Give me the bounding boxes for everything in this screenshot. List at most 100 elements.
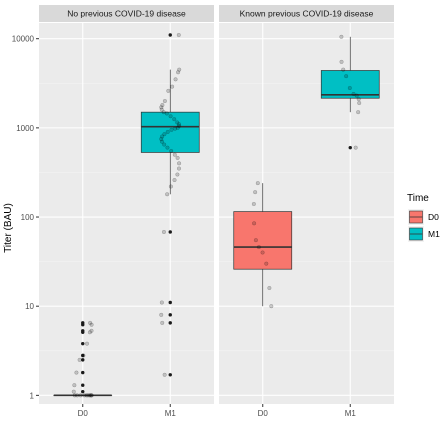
jitter-point (161, 110, 166, 115)
jitter-point (169, 127, 174, 132)
box-d0 (53, 320, 113, 398)
jitter-point (71, 389, 76, 394)
jitter-point (78, 393, 83, 398)
jitter-point (356, 110, 361, 115)
jitter-point (255, 181, 260, 186)
outlier-point (168, 230, 172, 234)
legend-title: Time (407, 193, 429, 204)
jitter-point (162, 372, 167, 377)
facet-strip-label: Known previous COVID-19 disease (240, 9, 374, 19)
y-tick-label: 1 (30, 391, 35, 400)
jitter-point (72, 383, 77, 388)
x-tick-label: M1 (345, 409, 357, 418)
facet-strip (219, 5, 394, 22)
x-tick-label: D0 (258, 409, 269, 418)
x-tick-label: M1 (165, 409, 177, 418)
jitter-point (267, 285, 272, 290)
jitter-point (251, 202, 256, 207)
outlier-point (81, 323, 85, 327)
jitter-point (176, 122, 181, 127)
jitter-point (177, 166, 182, 171)
outlier-point (168, 300, 172, 305)
jitter-point (256, 245, 261, 250)
y-tick-label: 10 (25, 302, 34, 311)
jitter-point (172, 152, 177, 157)
jitter-point (175, 125, 180, 130)
jitter-point (84, 341, 89, 346)
jitter-point (177, 67, 182, 72)
jitter-point (89, 322, 94, 327)
jitter-point (351, 91, 356, 96)
jitter-point (176, 33, 181, 38)
jitter-point (170, 84, 175, 89)
jitter-point (165, 145, 170, 150)
jitter-point (264, 261, 269, 266)
jitter-point (172, 178, 177, 183)
jitter-point (162, 132, 167, 137)
box-m1 (140, 33, 200, 377)
jitter-point (87, 330, 92, 335)
jitter-point (89, 393, 94, 398)
jitter-point (260, 250, 265, 255)
jitter-point (160, 320, 165, 325)
jitter-point (252, 221, 257, 226)
jitter-point (269, 304, 274, 309)
y-tick-label: 100 (21, 213, 35, 222)
jitter-point (177, 161, 182, 166)
outlier-point (81, 330, 85, 334)
jitter-point (353, 145, 358, 150)
jitter-point (162, 99, 167, 104)
jitter-point (159, 105, 164, 110)
outlier-point (348, 145, 352, 150)
jitter-point (253, 238, 258, 243)
jitter-point (84, 393, 89, 398)
jitter-point (172, 117, 177, 122)
jitter-point (159, 139, 164, 144)
outlier-point (81, 358, 85, 362)
jitter-point (159, 300, 164, 305)
jitter-point (88, 320, 93, 325)
y-tick-label: 10000 (12, 35, 35, 44)
jitter-point (160, 103, 165, 108)
jitter-point (75, 393, 80, 398)
outlier-point (81, 353, 85, 358)
y-tick-label: 1000 (16, 124, 34, 133)
jitter-point (82, 393, 87, 398)
outlier-point (81, 370, 85, 375)
facet-panel-2: Known previous COVID-19 disease D0 M1 (219, 5, 394, 418)
jitter-point (164, 111, 169, 116)
jitter-point (175, 120, 180, 125)
panel-background (39, 23, 214, 404)
box-m1 (320, 34, 380, 150)
box-d0 (233, 181, 293, 309)
jitter-point (177, 123, 182, 128)
outlier-point (168, 33, 172, 37)
jitter-point (77, 357, 82, 362)
jitter-point (89, 393, 94, 398)
jitter-point (175, 172, 180, 177)
jitter-point (339, 34, 344, 39)
jitter-point (173, 126, 178, 131)
jitter-point (159, 312, 164, 317)
jitter-point (159, 137, 164, 142)
box-body (140, 111, 200, 153)
jitter-point (356, 97, 361, 102)
outlier-point (168, 373, 172, 377)
box-body (233, 211, 293, 270)
legend-label: D0 (428, 212, 439, 222)
jitter-point (85, 393, 90, 398)
jitter-point (253, 190, 258, 195)
jitter-point (176, 70, 181, 75)
jitter-point (341, 67, 346, 72)
jitter-point (166, 88, 171, 93)
jitter-point (347, 85, 352, 90)
jitter-point (160, 134, 165, 139)
jitter-point (74, 370, 79, 375)
x-tick-label: D0 (78, 409, 89, 418)
jitter-point (168, 114, 173, 119)
outlier-point (168, 313, 172, 317)
outlier-point (81, 389, 85, 394)
jitter-point (175, 155, 180, 160)
